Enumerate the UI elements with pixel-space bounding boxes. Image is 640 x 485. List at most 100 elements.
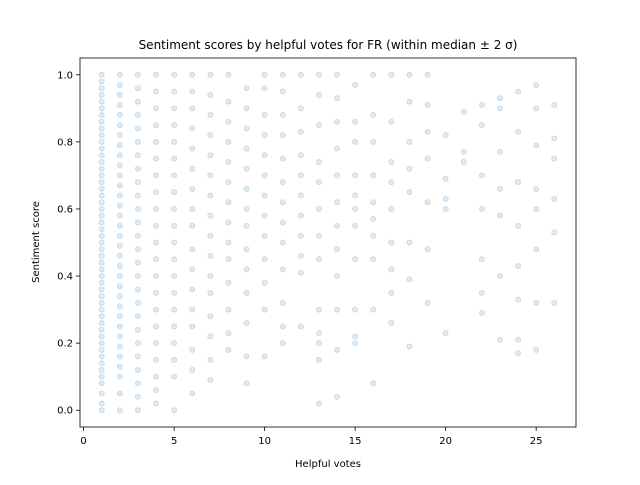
data-point [153, 340, 160, 347]
data-point [243, 205, 250, 212]
data-point [171, 155, 178, 162]
data-point [153, 172, 160, 179]
data-point [171, 122, 178, 129]
data-point [442, 205, 449, 212]
data-point [442, 132, 449, 139]
data-point [98, 185, 105, 192]
data-point [116, 293, 123, 300]
data-point [189, 246, 196, 253]
data-point [134, 219, 141, 226]
data-point [533, 246, 540, 253]
data-point [551, 135, 558, 142]
data-point [297, 192, 304, 199]
data-point [116, 313, 123, 320]
data-point [153, 273, 160, 280]
data-point [116, 283, 123, 290]
data-point [279, 155, 286, 162]
data-point [98, 326, 105, 333]
data-point [496, 105, 503, 112]
data-point [189, 165, 196, 172]
data-point [171, 105, 178, 112]
data-point [134, 179, 141, 186]
data-point [442, 195, 449, 202]
data-point [515, 88, 522, 95]
data-point [225, 138, 232, 145]
data-point [406, 189, 413, 196]
data-point [478, 256, 485, 263]
data-point [352, 306, 359, 313]
data-point [116, 390, 123, 397]
data-point [297, 323, 304, 330]
data-point [153, 289, 160, 296]
data-point [171, 289, 178, 296]
data-point [478, 289, 485, 296]
data-point [388, 205, 395, 212]
data-point [98, 353, 105, 360]
data-point [189, 71, 196, 78]
data-point [315, 71, 322, 78]
data-point [279, 219, 286, 226]
x-axis-label: Helpful votes [295, 459, 361, 470]
data-point [98, 400, 105, 407]
data-point [279, 266, 286, 273]
data-point [533, 142, 540, 149]
y-tick-label: 0.0 [57, 406, 73, 417]
data-point [207, 192, 214, 199]
y-tick-label: 0.6 [57, 204, 73, 215]
data-point [370, 216, 377, 223]
data-point [496, 95, 503, 102]
x-axis: 0 5 10 15 20 25 [80, 427, 543, 447]
data-point [134, 125, 141, 132]
data-point [116, 71, 123, 78]
data-point [116, 112, 123, 119]
data-point [116, 81, 123, 88]
data-point [98, 132, 105, 139]
points-layer [98, 71, 558, 414]
data-point [98, 192, 105, 199]
data-point [98, 152, 105, 159]
data-point [406, 138, 413, 145]
data-point [98, 346, 105, 353]
data-point [207, 333, 214, 340]
data-point [134, 112, 141, 119]
data-point [388, 158, 395, 165]
data-point [189, 145, 196, 152]
data-point [134, 366, 141, 373]
data-point [98, 340, 105, 347]
data-point [388, 320, 395, 327]
data-point [279, 132, 286, 139]
data-point [243, 165, 250, 172]
data-point [478, 205, 485, 212]
data-point [134, 273, 141, 280]
data-point [189, 125, 196, 132]
data-point [116, 252, 123, 259]
data-point [261, 71, 268, 78]
data-point [116, 152, 123, 159]
data-point [98, 112, 105, 119]
data-point [207, 356, 214, 363]
data-point [189, 323, 196, 330]
data-point [279, 199, 286, 206]
data-point [261, 306, 268, 313]
data-point [243, 185, 250, 192]
data-point [496, 148, 503, 155]
data-point [315, 306, 322, 313]
data-point [551, 229, 558, 236]
data-point [370, 380, 377, 387]
data-point [315, 400, 322, 407]
data-point [116, 172, 123, 179]
data-point [98, 179, 105, 186]
data-point [279, 88, 286, 95]
data-point [424, 71, 431, 78]
data-point [207, 313, 214, 320]
data-point [243, 266, 250, 273]
data-point [116, 262, 123, 269]
data-point [424, 199, 431, 206]
data-point [496, 273, 503, 280]
data-point [297, 252, 304, 259]
data-point [551, 195, 558, 202]
data-point [116, 323, 123, 330]
data-point [134, 85, 141, 92]
data-point [533, 205, 540, 212]
y-tick-label: 0.4 [57, 272, 73, 283]
